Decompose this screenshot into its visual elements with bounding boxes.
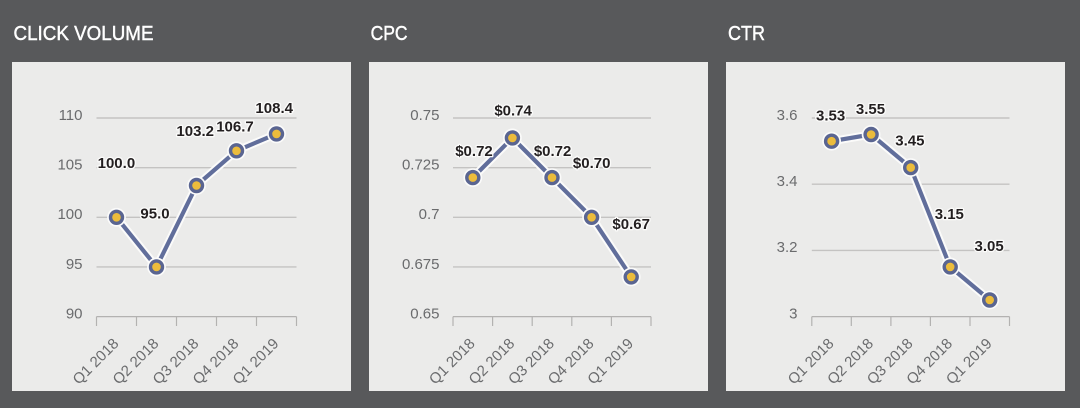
svg-text:0.675: 0.675 (402, 256, 440, 273)
svg-text:3.4: 3.4 (777, 173, 798, 190)
svg-text:0.7: 0.7 (419, 206, 440, 223)
svg-text:0.65: 0.65 (410, 305, 439, 322)
svg-text:100.0: 100.0 (98, 155, 136, 172)
svg-text:3.15: 3.15 (935, 206, 964, 223)
svg-text:0.725: 0.725 (402, 156, 440, 173)
svg-text:3.55: 3.55 (856, 101, 885, 118)
svg-text:95: 95 (66, 256, 83, 273)
svg-text:110: 110 (59, 107, 83, 124)
svg-text:95.0: 95.0 (140, 205, 169, 222)
svg-text:105: 105 (57, 156, 82, 173)
svg-text:CPC: CPC (371, 23, 408, 45)
svg-text:3.05: 3.05 (974, 238, 1003, 255)
svg-text:106.7: 106.7 (216, 118, 254, 135)
svg-text:3.45: 3.45 (895, 133, 924, 150)
svg-text:$0.74: $0.74 (494, 102, 532, 119)
svg-text:3.2: 3.2 (777, 239, 798, 256)
svg-text:3: 3 (789, 305, 797, 322)
svg-text:3.6: 3.6 (777, 107, 798, 124)
svg-text:0.75: 0.75 (410, 107, 439, 124)
svg-text:100: 100 (57, 206, 82, 223)
svg-text:CLICK VOLUME: CLICK VOLUME (14, 23, 154, 45)
svg-text:90: 90 (66, 305, 83, 322)
svg-text:103.2: 103.2 (176, 123, 214, 140)
svg-text:$0.72: $0.72 (455, 143, 493, 160)
svg-text:3.53: 3.53 (816, 108, 845, 125)
svg-text:$0.72: $0.72 (534, 143, 572, 160)
svg-text:$0.70: $0.70 (573, 155, 611, 172)
svg-text:$0.67: $0.67 (612, 216, 650, 233)
svg-text:CTR: CTR (728, 23, 765, 45)
svg-text:108.4: 108.4 (255, 100, 293, 117)
